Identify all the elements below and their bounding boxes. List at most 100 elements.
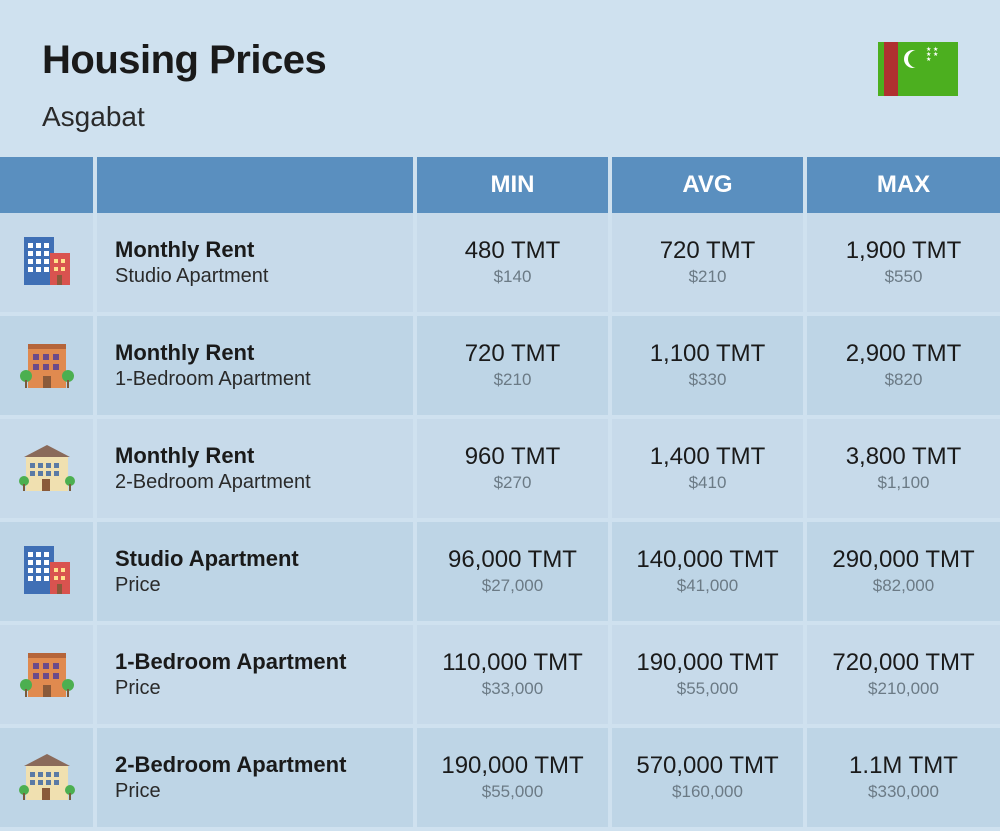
row-icon-cell: [0, 520, 95, 623]
avg-cell: 720 TMT $210: [610, 213, 805, 314]
row-icon-cell: [0, 726, 95, 829]
row-title: 1-Bedroom Apartment: [115, 649, 405, 675]
col-icon: [0, 157, 95, 213]
min-cell: 480 TMT $140: [415, 213, 610, 314]
avg-usd: $160,000: [620, 781, 795, 803]
avg-tmt: 570,000 TMT: [620, 752, 795, 781]
page-header: Housing Prices Asgabat ★ ★★ ★★: [0, 0, 1000, 157]
max-cell: 2,900 TMT $820: [805, 314, 1000, 417]
row-title: Monthly Rent: [115, 237, 405, 263]
avg-usd: $55,000: [620, 678, 795, 700]
max-tmt: 290,000 TMT: [815, 546, 992, 575]
page-title: Housing Prices: [42, 38, 958, 83]
row-label-cell: 1-Bedroom Apartment Price: [95, 623, 415, 726]
avg-cell: 1,100 TMT $330: [610, 314, 805, 417]
row-subtitle: Price: [115, 676, 405, 700]
table-row: Studio Apartment Price 96,000 TMT $27,00…: [0, 520, 1000, 623]
col-min: MIN: [415, 157, 610, 213]
min-tmt: 110,000 TMT: [425, 649, 600, 678]
building-icon: [18, 746, 76, 804]
row-icon-cell: [0, 623, 95, 726]
avg-tmt: 140,000 TMT: [620, 546, 795, 575]
max-usd: $820: [815, 369, 992, 391]
max-tmt: 3,800 TMT: [815, 443, 992, 472]
min-usd: $55,000: [425, 781, 600, 803]
max-cell: 290,000 TMT $82,000: [805, 520, 1000, 623]
min-tmt: 190,000 TMT: [425, 752, 600, 781]
col-label: [95, 157, 415, 213]
min-usd: $210: [425, 369, 600, 391]
min-usd: $33,000: [425, 678, 600, 700]
city-name: Asgabat: [42, 101, 958, 133]
min-tmt: 480 TMT: [425, 237, 600, 266]
row-icon-cell: [0, 314, 95, 417]
min-usd: $140: [425, 266, 600, 288]
max-tmt: 2,900 TMT: [815, 340, 992, 369]
row-label-cell: Studio Apartment Price: [95, 520, 415, 623]
max-usd: $1,100: [815, 472, 992, 494]
min-cell: 110,000 TMT $33,000: [415, 623, 610, 726]
max-usd: $82,000: [815, 575, 992, 597]
avg-cell: 1,400 TMT $410: [610, 417, 805, 520]
building-icon: [18, 231, 76, 289]
max-cell: 1.1M TMT $330,000: [805, 726, 1000, 829]
row-subtitle: Studio Apartment: [115, 264, 405, 288]
pricing-table: MIN AVG MAX Monthly Rent Studio Apartmen…: [0, 157, 1000, 831]
min-cell: 960 TMT $270: [415, 417, 610, 520]
max-tmt: 1,900 TMT: [815, 237, 992, 266]
min-tmt: 720 TMT: [425, 340, 600, 369]
building-icon: [18, 437, 76, 495]
max-cell: 1,900 TMT $550: [805, 213, 1000, 314]
row-title: 2-Bedroom Apartment: [115, 752, 405, 778]
row-subtitle: Price: [115, 779, 405, 803]
min-cell: 96,000 TMT $27,000: [415, 520, 610, 623]
avg-tmt: 1,400 TMT: [620, 443, 795, 472]
building-icon: [18, 540, 76, 598]
avg-usd: $210: [620, 266, 795, 288]
max-cell: 3,800 TMT $1,100: [805, 417, 1000, 520]
min-tmt: 96,000 TMT: [425, 546, 600, 575]
avg-usd: $41,000: [620, 575, 795, 597]
row-label-cell: 2-Bedroom Apartment Price: [95, 726, 415, 829]
avg-usd: $330: [620, 369, 795, 391]
row-title: Monthly Rent: [115, 340, 405, 366]
row-subtitle: Price: [115, 573, 405, 597]
avg-tmt: 190,000 TMT: [620, 649, 795, 678]
table-row: Monthly Rent 1-Bedroom Apartment 720 TMT…: [0, 314, 1000, 417]
row-title: Monthly Rent: [115, 443, 405, 469]
avg-tmt: 720 TMT: [620, 237, 795, 266]
row-label-cell: Monthly Rent 1-Bedroom Apartment: [95, 314, 415, 417]
building-icon: [18, 334, 76, 392]
min-usd: $27,000: [425, 575, 600, 597]
max-usd: $330,000: [815, 781, 992, 803]
row-label-cell: Monthly Rent Studio Apartment: [95, 213, 415, 314]
min-cell: 720 TMT $210: [415, 314, 610, 417]
row-title: Studio Apartment: [115, 546, 405, 572]
avg-cell: 190,000 TMT $55,000: [610, 623, 805, 726]
col-max: MAX: [805, 157, 1000, 213]
max-tmt: 720,000 TMT: [815, 649, 992, 678]
min-cell: 190,000 TMT $55,000: [415, 726, 610, 829]
row-icon-cell: [0, 213, 95, 314]
row-subtitle: 1-Bedroom Apartment: [115, 367, 405, 391]
avg-tmt: 1,100 TMT: [620, 340, 795, 369]
table-row: 1-Bedroom Apartment Price 110,000 TMT $3…: [0, 623, 1000, 726]
avg-usd: $410: [620, 472, 795, 494]
avg-cell: 570,000 TMT $160,000: [610, 726, 805, 829]
col-avg: AVG: [610, 157, 805, 213]
max-usd: $210,000: [815, 678, 992, 700]
avg-cell: 140,000 TMT $41,000: [610, 520, 805, 623]
table-row: Monthly Rent Studio Apartment 480 TMT $1…: [0, 213, 1000, 314]
row-label-cell: Monthly Rent 2-Bedroom Apartment: [95, 417, 415, 520]
building-icon: [18, 643, 76, 701]
row-icon-cell: [0, 417, 95, 520]
table-row: 2-Bedroom Apartment Price 190,000 TMT $5…: [0, 726, 1000, 829]
min-tmt: 960 TMT: [425, 443, 600, 472]
row-subtitle: 2-Bedroom Apartment: [115, 470, 405, 494]
max-tmt: 1.1M TMT: [815, 752, 992, 781]
country-flag-icon: ★ ★★ ★★: [878, 42, 958, 96]
max-usd: $550: [815, 266, 992, 288]
max-cell: 720,000 TMT $210,000: [805, 623, 1000, 726]
table-row: Monthly Rent 2-Bedroom Apartment 960 TMT…: [0, 417, 1000, 520]
min-usd: $270: [425, 472, 600, 494]
